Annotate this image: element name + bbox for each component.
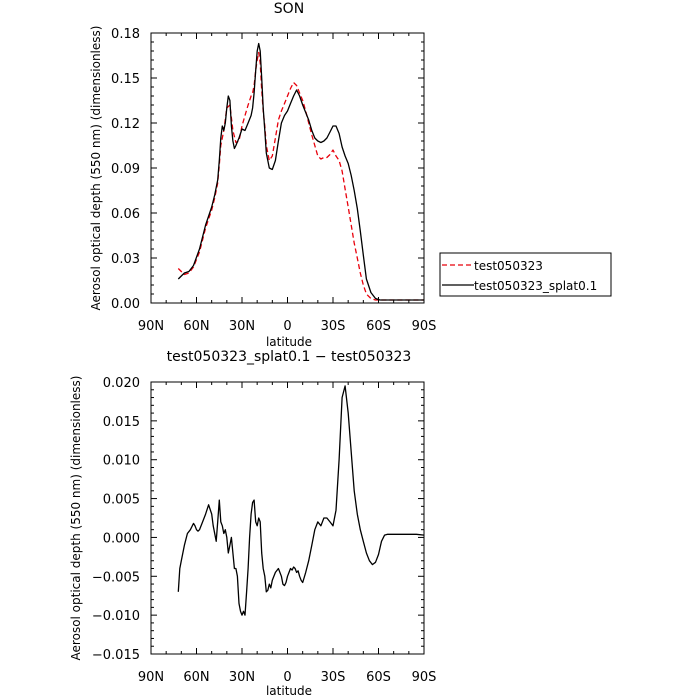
- bottom-y-tick-label: 0.015: [103, 415, 140, 430]
- top-chart-tick-labels: 90N 60N 30N 0 30S 60S 90S 0.00 0.03 0.06 0.09 0.12 0…: [111, 27, 436, 334]
- bottom-y-tick-label: 0.000: [103, 531, 140, 546]
- bottom-y-tick-label: −0.005: [92, 570, 140, 585]
- bottom-y-tick-label: −0.010: [92, 609, 140, 624]
- bottom-y-tick-label: −0.015: [92, 648, 140, 663]
- top-chart-x-axis-label: latitude: [266, 335, 312, 349]
- top-x-tick-label: 60N: [183, 319, 209, 334]
- bottom-chart-series: [177, 385, 425, 616]
- top-series-line-test050323: [177, 51, 424, 301]
- bottom-chart-frame: [150, 381, 425, 655]
- top-y-tick-label: 0.03: [111, 252, 140, 267]
- bottom-y-tick-label: 0.005: [103, 493, 140, 508]
- bottom-x-tick-label: 30S: [321, 670, 346, 685]
- top-x-tick-label: 30N: [229, 319, 255, 334]
- top-y-tick-label: 0.09: [111, 162, 140, 177]
- top-chart-y-axis-label: Aerosol optical depth (550 nm) (dimensio…: [89, 26, 103, 311]
- top-chart: SON 90N 60N 30N 0 30S 60S 90S 0.00 0.03 0.06 0.09 0…: [89, 1, 436, 349]
- bottom-chart-y-axis-label: Aerosol optical depth (550 nm) (dimensio…: [69, 376, 83, 661]
- top-chart-series: [177, 42, 424, 301]
- top-x-tick-label: 30S: [321, 319, 346, 334]
- bottom-x-tick-label: 60N: [183, 670, 209, 685]
- bottom-x-tick-label: 60S: [366, 670, 391, 685]
- bottom-chart-x-axis-label: latitude: [266, 684, 312, 698]
- top-y-tick-label: 0.12: [111, 117, 140, 132]
- top-x-tick-label: 60S: [366, 319, 391, 334]
- top-x-tick-label: 90S: [412, 319, 437, 334]
- top-series-line-test050323-splat0-1: [177, 42, 424, 301]
- bottom-series-line-series-0: [177, 385, 425, 616]
- top-y-tick-label: 0.18: [111, 27, 140, 42]
- top-y-tick-label: 0.00: [111, 297, 140, 312]
- legend-box: [439, 252, 612, 297]
- top-chart-title: SON: [274, 1, 304, 17]
- bottom-x-tick-label: 90N: [138, 670, 164, 685]
- bottom-chart-ticks: [150, 381, 425, 655]
- top-chart-ticks: [150, 32, 425, 304]
- bottom-x-tick-label: 0: [283, 670, 291, 685]
- top-x-tick-label: 90N: [138, 319, 164, 334]
- bottom-y-tick-label: 0.010: [103, 454, 140, 469]
- legend: test050323 test050323_splat0.1: [439, 252, 612, 297]
- legend-label-test050323-splat0-1: test050323_splat0.1: [474, 279, 597, 293]
- top-y-tick-label: 0.06: [111, 207, 140, 222]
- bottom-chart-tick-labels: 90N 60N 30N 0 30S 60S 90S −0.015 −0.010 −0.005 0.0…: [92, 376, 437, 685]
- bottom-chart: test050323_splat0.1 − test050323 90N 60N 3…: [69, 349, 436, 698]
- top-chart-frame: [150, 32, 425, 304]
- bottom-chart-title: test050323_splat0.1 − test050323: [167, 349, 412, 365]
- bottom-x-tick-label: 90S: [412, 670, 437, 685]
- bottom-x-tick-label: 30N: [229, 670, 255, 685]
- legend-label-test050323: test050323: [474, 259, 543, 273]
- bottom-y-tick-label: 0.020: [103, 376, 140, 391]
- top-y-tick-label: 0.15: [111, 72, 140, 87]
- top-x-tick-label: 0: [283, 319, 291, 334]
